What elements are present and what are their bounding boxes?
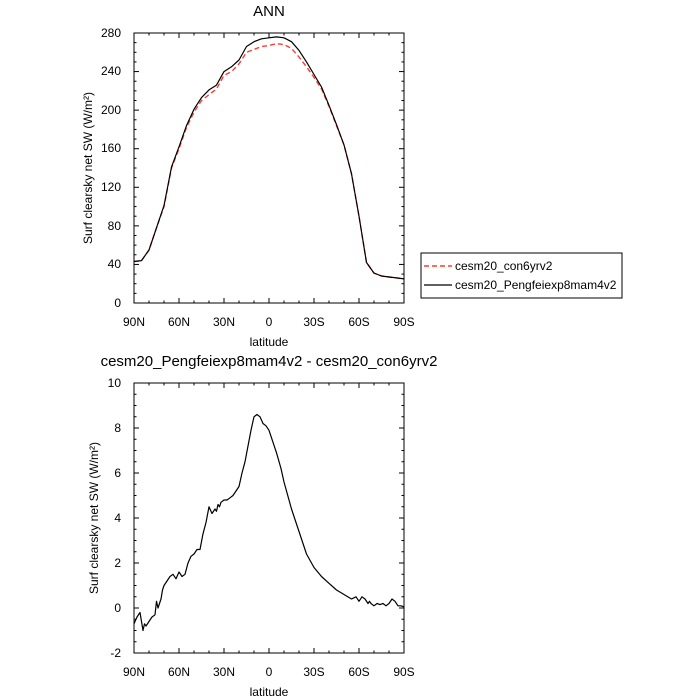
bottom-x-tick-label: 30N bbox=[213, 665, 235, 679]
top-y-tick-label: 280 bbox=[101, 26, 121, 40]
bottom-x-tick-label: 0 bbox=[266, 665, 273, 679]
top-x-tick-label: 60S bbox=[348, 315, 369, 329]
legend-box bbox=[420, 252, 623, 299]
legend-label-experiment: cesm20_Pengfeiexp8mam4v2 bbox=[455, 278, 617, 292]
bottom-series-line-0 bbox=[133, 413, 405, 632]
bottom-y-tick-label: -2 bbox=[110, 646, 121, 660]
bottom-y-tick-label: 4 bbox=[114, 511, 121, 525]
legend-label-control: cesm20_con6yrv2 bbox=[455, 259, 553, 273]
top-x-axis-label: latitude bbox=[250, 335, 289, 349]
bottom-x-tick-label: 60N bbox=[168, 665, 190, 679]
top-series-line-1 bbox=[133, 36, 405, 280]
top-y-tick-label: 120 bbox=[101, 180, 121, 194]
bottom-plot-frame bbox=[133, 382, 405, 654]
bottom-x-tick-label: 60S bbox=[348, 665, 369, 679]
bottom-panel: cesm20_Pengfeiexp8mam4v2 - cesm20_con6yr… bbox=[87, 353, 437, 699]
top-panel: ANN 90N 60N 30N 0 30S 60S 90S 0 40 80 12… bbox=[81, 3, 623, 349]
top-y-tick-label: 240 bbox=[101, 64, 121, 78]
legend: cesm20_con6yrv2 cesm20_Pengfeiexp8mam4v2 bbox=[420, 252, 623, 299]
bottom-x-tick-label: 30S bbox=[303, 665, 324, 679]
bottom-y-tick-label: 0 bbox=[114, 601, 121, 615]
bottom-y-tick-label: 10 bbox=[108, 376, 122, 390]
bottom-y-tick-label: 8 bbox=[114, 421, 121, 435]
bottom-x-tick-label: 90S bbox=[393, 665, 414, 679]
top-x-tick-labels: 90N 60N 30N 0 30S 60S 90S bbox=[123, 315, 415, 329]
top-y-tick-label: 200 bbox=[101, 103, 121, 117]
top-y-axis-label: Surf clearsky net SW (W/m²) bbox=[81, 92, 95, 244]
top-x-tick-label: 30S bbox=[303, 315, 324, 329]
top-x-tick-label: 0 bbox=[266, 315, 273, 329]
top-plot-frame bbox=[133, 32, 405, 304]
bottom-y-tick-label: 2 bbox=[114, 556, 121, 570]
top-plot-lines bbox=[133, 36, 405, 280]
top-x-tick-label: 90N bbox=[123, 315, 145, 329]
bottom-y-tick-label: 6 bbox=[114, 466, 121, 480]
top-y-tick-label: 160 bbox=[101, 141, 121, 155]
bottom-x-tick-label: 90N bbox=[123, 665, 145, 679]
top-ticks bbox=[133, 32, 405, 304]
bottom-y-axis-label: Surf clearsky net SW (W/m²) bbox=[87, 442, 101, 594]
bottom-x-tick-labels: 90N 60N 30N 0 30S 60S 90S bbox=[123, 665, 415, 679]
bottom-x-axis-label: latitude bbox=[250, 685, 289, 699]
top-x-tick-label: 60N bbox=[168, 315, 190, 329]
bottom-chart-title: cesm20_Pengfeiexp8mam4v2 - cesm20_con6yr… bbox=[101, 353, 438, 370]
bottom-y-tick-labels: -2 0 2 4 6 8 10 bbox=[108, 376, 122, 660]
top-x-tick-label: 30N bbox=[213, 315, 235, 329]
top-y-tick-labels: 0 40 80 120 160 200 240 280 bbox=[101, 26, 121, 310]
top-y-tick-label: 40 bbox=[108, 257, 122, 271]
bottom-plot-lines bbox=[133, 413, 405, 632]
top-y-tick-label: 0 bbox=[114, 296, 121, 310]
top-chart-title: ANN bbox=[253, 3, 285, 20]
top-x-tick-label: 90S bbox=[393, 315, 414, 329]
top-y-tick-label: 80 bbox=[108, 219, 122, 233]
bottom-ticks bbox=[133, 382, 405, 654]
